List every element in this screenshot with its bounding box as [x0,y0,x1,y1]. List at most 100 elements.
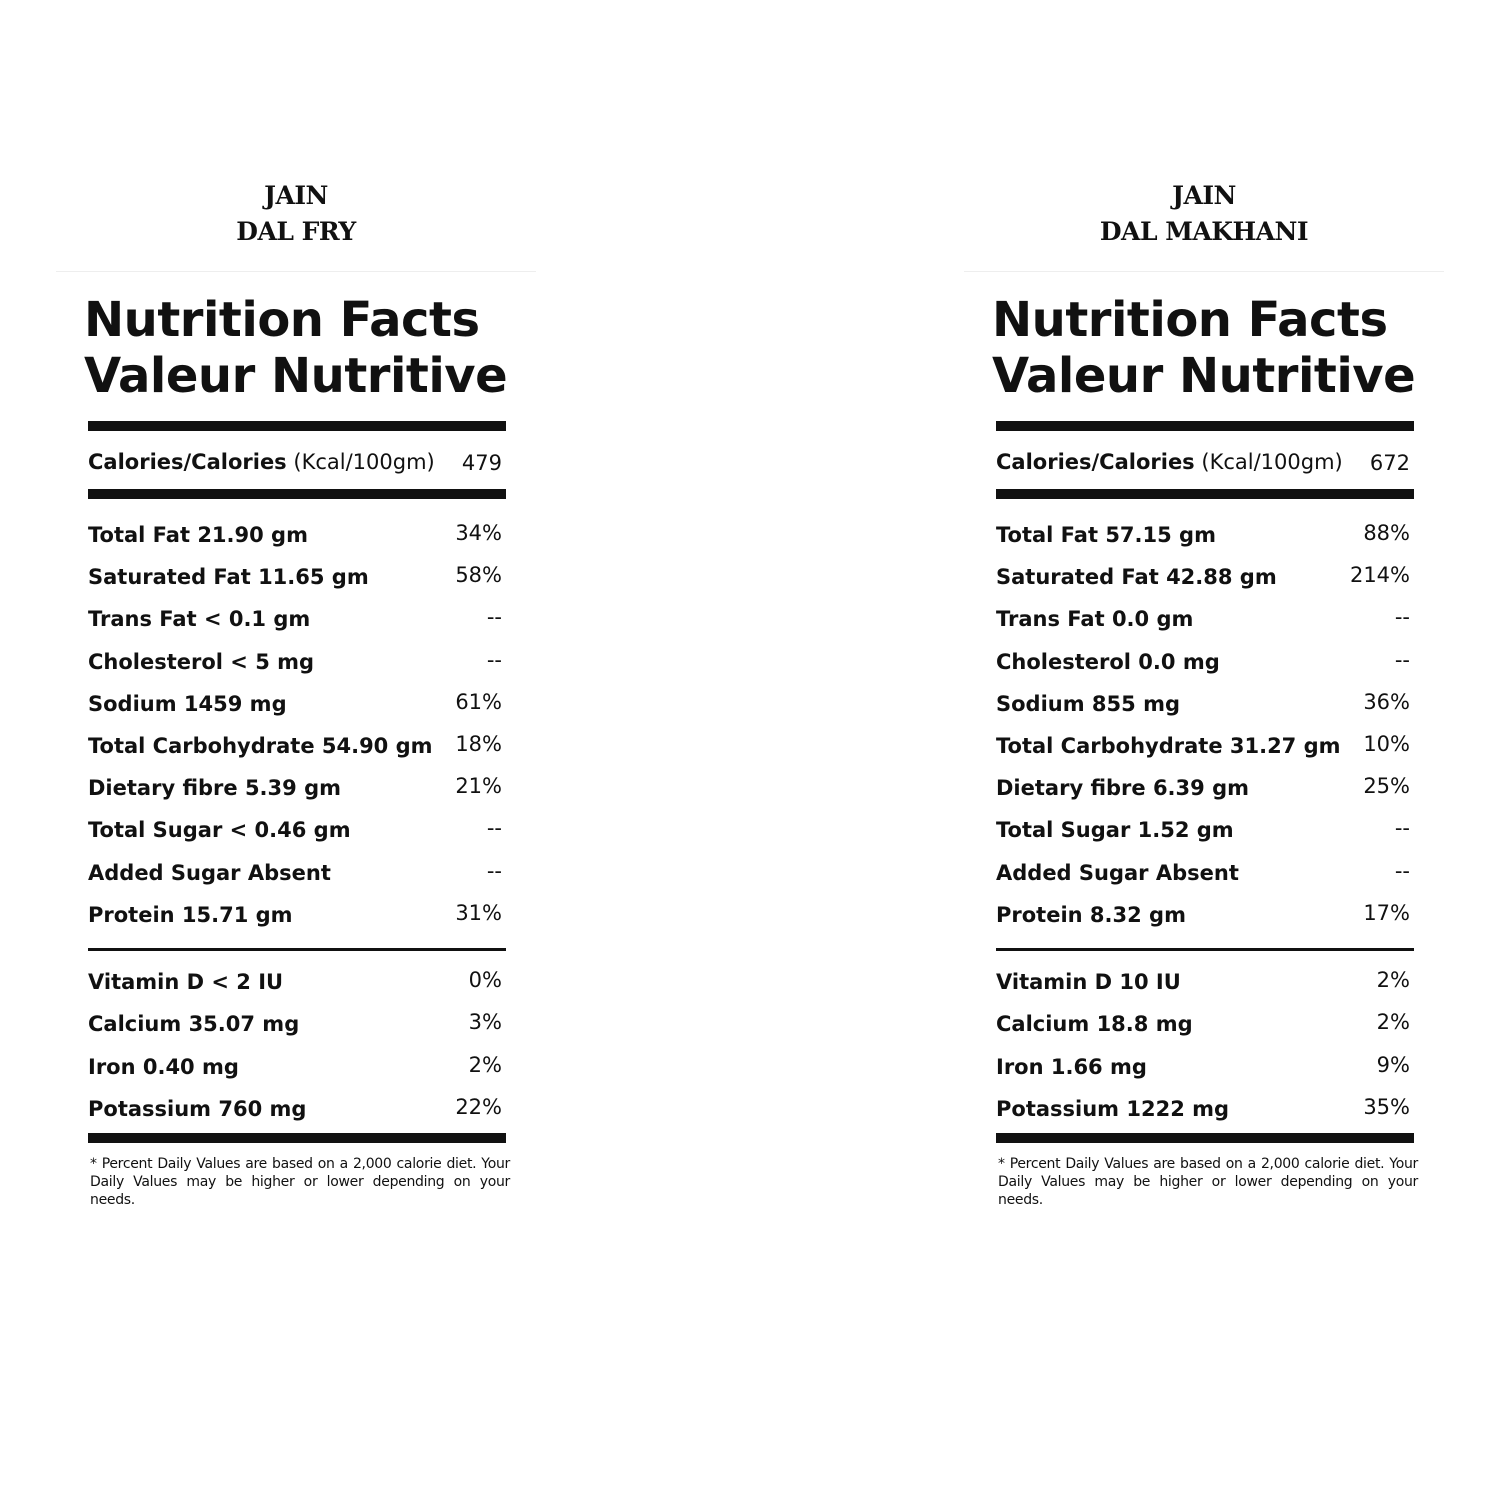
product-title-line1: JAIN [1172,181,1236,210]
divider-line [88,948,506,951]
nutrient-label: Sodium 855 mg [996,691,1180,716]
divider-bar [996,489,1414,499]
divider-line [996,948,1414,951]
vitamin-row: Iron 1.66 mg 9% [996,1046,1410,1088]
daily-value-percent: 18% [455,731,502,756]
nutrient-label: Protein 8.32 gm [996,902,1186,927]
nutrient-list: Total Fat 21.90 gm 34% Saturated Fat 11.65… [88,514,502,936]
calories-label: Calories/Calories [996,450,1195,474]
daily-value-percent: 2% [1376,1010,1410,1035]
daily-value-percent: 61% [455,689,502,714]
calories-value: 479 [461,451,502,475]
calories-row: Calories/Calories (Kcal/100gm) 672 [996,444,1410,480]
nutrient-label: Trans Fat < 0.1 gm [88,607,311,632]
nutrient-label: Dietary fibre 5.39 gm [88,776,341,801]
nutrient-row: Added Sugar Absent -- [996,852,1410,894]
nutrient-label: Calcium 35.07 mg [88,1012,300,1037]
nutrient-label: Cholesterol < 5 mg [88,649,315,674]
heading-english: Nutrition Facts [992,292,1388,348]
calories-unit: (Kcal/100gm) [1201,450,1343,474]
divider [56,271,536,272]
nutrient-label: Total Fat 57.15 gm [996,523,1216,547]
nutrition-panel-dal-makhani: JAIN DAL MAKHANI Nutrition Facts Valeur … [964,0,1444,1500]
nutrient-row: Protein 8.32 gm 17% [996,894,1410,936]
nutrient-label: Total Carbohydrate 54.90 gm [88,733,433,758]
nutrient-row: Total Sugar < 0.46 gm -- [88,809,502,851]
nutrient-label: Total Fat 21.90 gm [88,523,308,547]
nutrient-row: Dietary fibre 5.39 gm 21% [88,767,502,809]
nutrient-label: Vitamin D < 2 IU [88,970,284,994]
daily-value-percent: -- [486,647,502,672]
nutrient-label: Potassium 760 mg [88,1096,307,1121]
daily-value-percent: 2% [468,1052,502,1077]
daily-value-percent: 9% [1376,1052,1410,1077]
daily-value-percent: 58% [455,563,502,588]
nutrient-row: Total Fat 21.90 gm 34% [88,514,502,556]
daily-value-percent: -- [1394,605,1410,630]
vitamin-row: Potassium 1222 mg 35% [996,1088,1410,1130]
vitamin-list: Vitamin D 10 IU 2% Calcium 18.8 mg 2% Iron 1… [996,961,1410,1130]
divider-bar [996,421,1414,431]
vitamin-row: Vitamin D < 2 IU 0% [88,961,502,1003]
daily-value-percent: 3% [468,1010,502,1035]
daily-value-percent: 35% [1363,1094,1410,1119]
daily-value-percent: 21% [455,774,502,799]
nutrient-row: Total Sugar 1.52 gm -- [996,809,1410,851]
nutrient-label: Total Carbohydrate 31.27 gm [996,733,1341,758]
nutrient-label: Protein 15.71 gm [88,902,293,927]
vitamin-row: Vitamin D 10 IU 2% [996,961,1410,1003]
nutrient-label: Vitamin D 10 IU [996,970,1181,994]
calories-value: 672 [1369,451,1410,475]
daily-value-percent: 2% [1376,968,1410,992]
product-title-line2: DAL MAKHANI [1099,217,1309,246]
daily-value-percent: 88% [1363,521,1410,545]
nutrient-label: Saturated Fat 11.65 gm [88,565,369,590]
heading-french: Valeur Nutritive [84,348,508,404]
nutrient-label: Iron 0.40 mg [88,1054,239,1079]
nutrient-row: Saturated Fat 11.65 gm 58% [88,556,502,598]
product-title: JAIN DAL FRY [56,178,536,250]
nutrient-label: Saturated Fat 42.88 gm [996,565,1277,590]
nutrient-row: Cholesterol < 5 mg -- [88,641,502,683]
vitamin-row: Calcium 35.07 mg 3% [88,1003,502,1045]
nutrient-label: Cholesterol 0.0 mg [996,649,1220,674]
daily-value-percent: 31% [455,900,502,925]
daily-value-percent: -- [486,858,502,883]
vitamin-list: Vitamin D < 2 IU 0% Calcium 35.07 mg 3% Iron… [88,961,502,1130]
nutrient-label: Sodium 1459 mg [88,691,287,716]
heading-french: Valeur Nutritive [992,348,1416,404]
daily-value-percent: -- [1394,647,1410,672]
nutrition-panel-dal-fry: JAIN DAL FRY Nutrition Facts Valeur Nutr… [56,0,536,1500]
daily-value-percent: -- [486,605,502,630]
vitamin-row: Calcium 18.8 mg 2% [996,1003,1410,1045]
divider-bar [88,1133,506,1143]
nutrient-label: Potassium 1222 mg [996,1096,1230,1121]
divider-bar [996,1133,1414,1143]
nutrient-label: Dietary fibre 6.39 gm [996,776,1249,801]
footnote: * Percent Daily Values are based on a 2,… [998,1156,1418,1208]
nutrient-row: Cholesterol 0.0 mg -- [996,641,1410,683]
nutrient-row: Sodium 1459 mg 61% [88,683,502,725]
daily-value-percent: 22% [455,1094,502,1119]
divider [964,271,1444,272]
calories-row: Calories/Calories (Kcal/100gm) 479 [88,444,502,480]
nutrient-row: Saturated Fat 42.88 gm 214% [996,556,1410,598]
footnote: * Percent Daily Values are based on a 2,… [90,1156,510,1208]
daily-value-percent: -- [1394,858,1410,883]
daily-value-percent: 34% [455,521,502,545]
nutrient-label: Added Sugar Absent [88,860,331,885]
nutrient-row: Dietary fibre 6.39 gm 25% [996,767,1410,809]
nutrient-row: Total Carbohydrate 54.90 gm 18% [88,725,502,767]
nutrient-list: Total Fat 57.15 gm 88% Saturated Fat 42.88… [996,514,1410,936]
vitamin-row: Potassium 760 mg 22% [88,1088,502,1130]
vitamin-row: Iron 0.40 mg 2% [88,1046,502,1088]
nutrient-row: Trans Fat 0.0 gm -- [996,598,1410,640]
nutrient-label: Total Sugar < 0.46 gm [88,818,351,843]
daily-value-percent: 36% [1363,689,1410,714]
nutrition-facts-heading: Nutrition Facts Valeur Nutritive [84,292,524,404]
daily-value-percent: 0% [468,968,502,992]
nutrient-label: Iron 1.66 mg [996,1054,1147,1079]
product-title: JAIN DAL MAKHANI [964,178,1444,250]
nutrient-row: Total Fat 57.15 gm 88% [996,514,1410,556]
nutrient-label: Trans Fat 0.0 gm [996,607,1194,632]
